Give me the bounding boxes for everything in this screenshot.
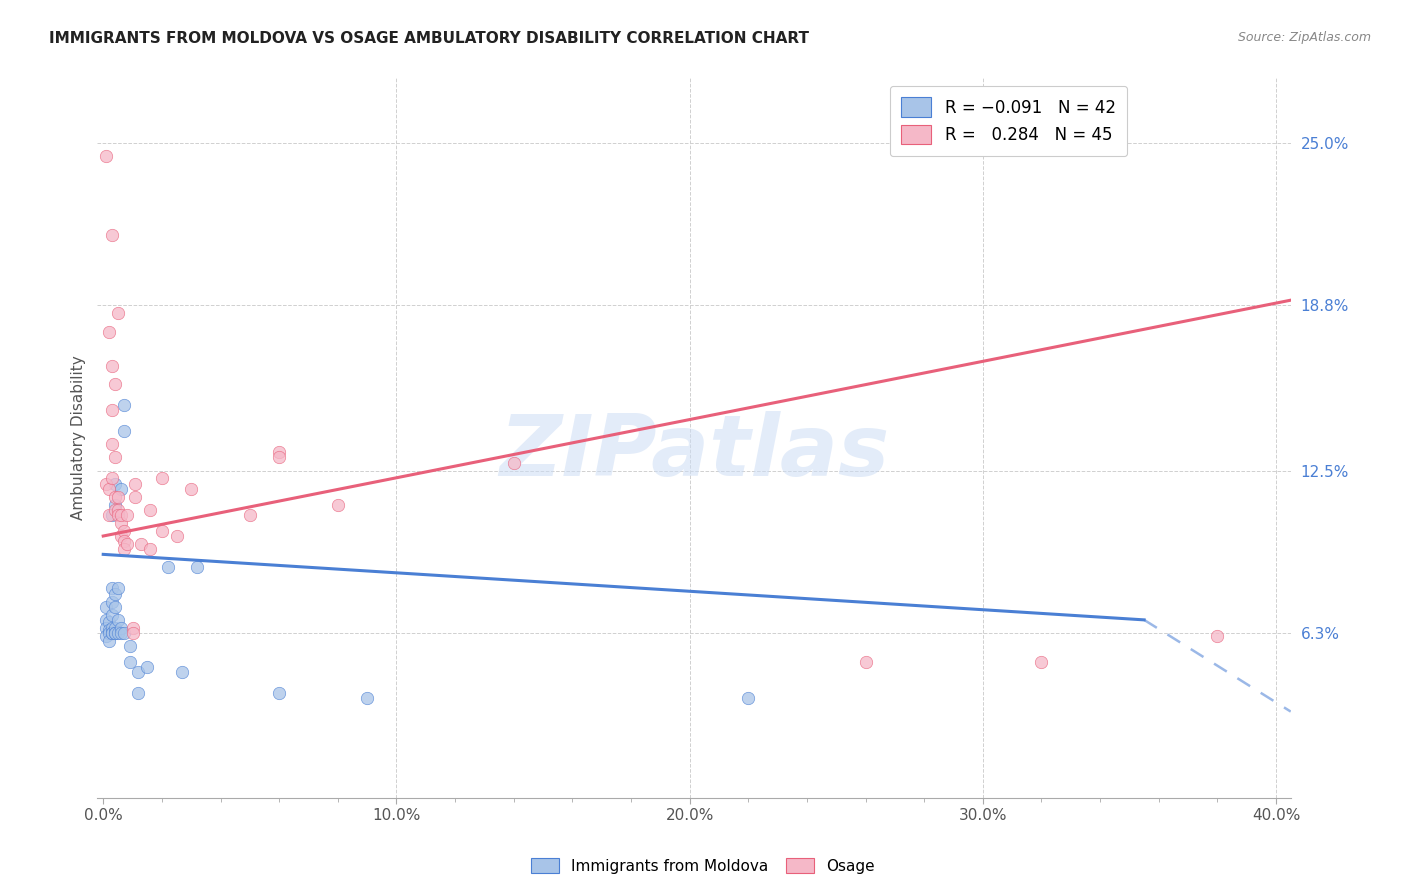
Point (139, 503, 162, 517)
Point (94, 613, 117, 627)
Point (156, 560, 179, 574)
Point (104, 587, 127, 601)
Point (107, 626, 129, 640)
Point (104, 503, 127, 517)
Point (172, 665, 194, 680)
Point (107, 508, 129, 522)
Point (104, 377, 127, 392)
Point (94, 149, 117, 163)
Point (121, 621, 143, 635)
Point (110, 621, 132, 635)
Point (104, 626, 127, 640)
Point (104, 626, 127, 640)
Point (1206, 629, 1229, 643)
Point (107, 613, 129, 627)
Point (101, 359, 124, 373)
Point (101, 582, 124, 596)
Point (112, 626, 135, 640)
Point (98, 325, 121, 339)
Point (110, 516, 132, 530)
Point (98, 624, 121, 638)
Point (136, 660, 159, 674)
Point (112, 524, 135, 538)
Point (180, 482, 202, 496)
Text: Source: ZipAtlas.com: Source: ZipAtlas.com (1237, 31, 1371, 45)
Point (112, 398, 135, 412)
Point (101, 607, 124, 622)
Point (112, 542, 135, 557)
Point (94, 621, 117, 635)
Point (101, 437, 124, 451)
Point (121, 626, 143, 640)
Point (101, 227, 124, 242)
Point (124, 476, 146, 491)
Point (101, 471, 124, 485)
Point (127, 665, 149, 680)
Point (101, 626, 124, 640)
Point (94, 629, 117, 643)
Point (737, 691, 759, 706)
Point (98, 633, 121, 648)
Point (104, 476, 127, 491)
Point (98, 508, 121, 522)
Point (110, 626, 132, 640)
Point (115, 537, 138, 551)
Point (118, 639, 141, 653)
Point (269, 445, 291, 459)
Point (112, 424, 135, 438)
Point (101, 508, 124, 522)
Point (107, 490, 129, 504)
Point (98, 626, 121, 640)
Point (326, 498, 349, 512)
Point (101, 626, 124, 640)
Point (124, 490, 146, 504)
Point (115, 508, 138, 522)
Point (110, 482, 132, 496)
Point (104, 450, 127, 465)
Text: ZIPatlas: ZIPatlas (499, 410, 889, 493)
Point (110, 508, 132, 522)
Point (110, 529, 132, 543)
Point (139, 542, 162, 557)
Point (98, 615, 121, 630)
Point (150, 471, 173, 485)
Point (186, 560, 208, 574)
Y-axis label: Ambulatory Disability: Ambulatory Disability (72, 355, 86, 520)
Point (239, 508, 262, 522)
Point (101, 403, 124, 417)
Point (101, 594, 124, 608)
Point (104, 599, 127, 614)
Point (269, 450, 291, 465)
Point (94, 476, 117, 491)
Point (118, 655, 141, 669)
Point (107, 582, 129, 596)
Point (98, 482, 121, 496)
Point (94, 599, 117, 614)
Legend: R = −0.091   N = 42, R =   0.284   N = 45: R = −0.091 N = 42, R = 0.284 N = 45 (890, 86, 1128, 156)
Point (855, 655, 877, 669)
Point (356, 691, 378, 706)
Point (269, 686, 291, 700)
Point (166, 529, 188, 543)
Text: IMMIGRANTS FROM MOLDOVA VS OSAGE AMBULATORY DISABILITY CORRELATION CHART: IMMIGRANTS FROM MOLDOVA VS OSAGE AMBULAT… (49, 31, 810, 46)
Point (502, 456, 524, 470)
Point (107, 503, 129, 517)
Legend: Immigrants from Moldova, Osage: Immigrants from Moldova, Osage (524, 852, 882, 880)
Point (112, 534, 135, 549)
Point (101, 621, 124, 635)
Point (104, 498, 127, 512)
Point (104, 621, 127, 635)
Point (1031, 655, 1053, 669)
Point (127, 686, 149, 700)
Point (131, 537, 153, 551)
Point (104, 490, 127, 504)
Point (150, 524, 173, 538)
Point (107, 306, 129, 320)
